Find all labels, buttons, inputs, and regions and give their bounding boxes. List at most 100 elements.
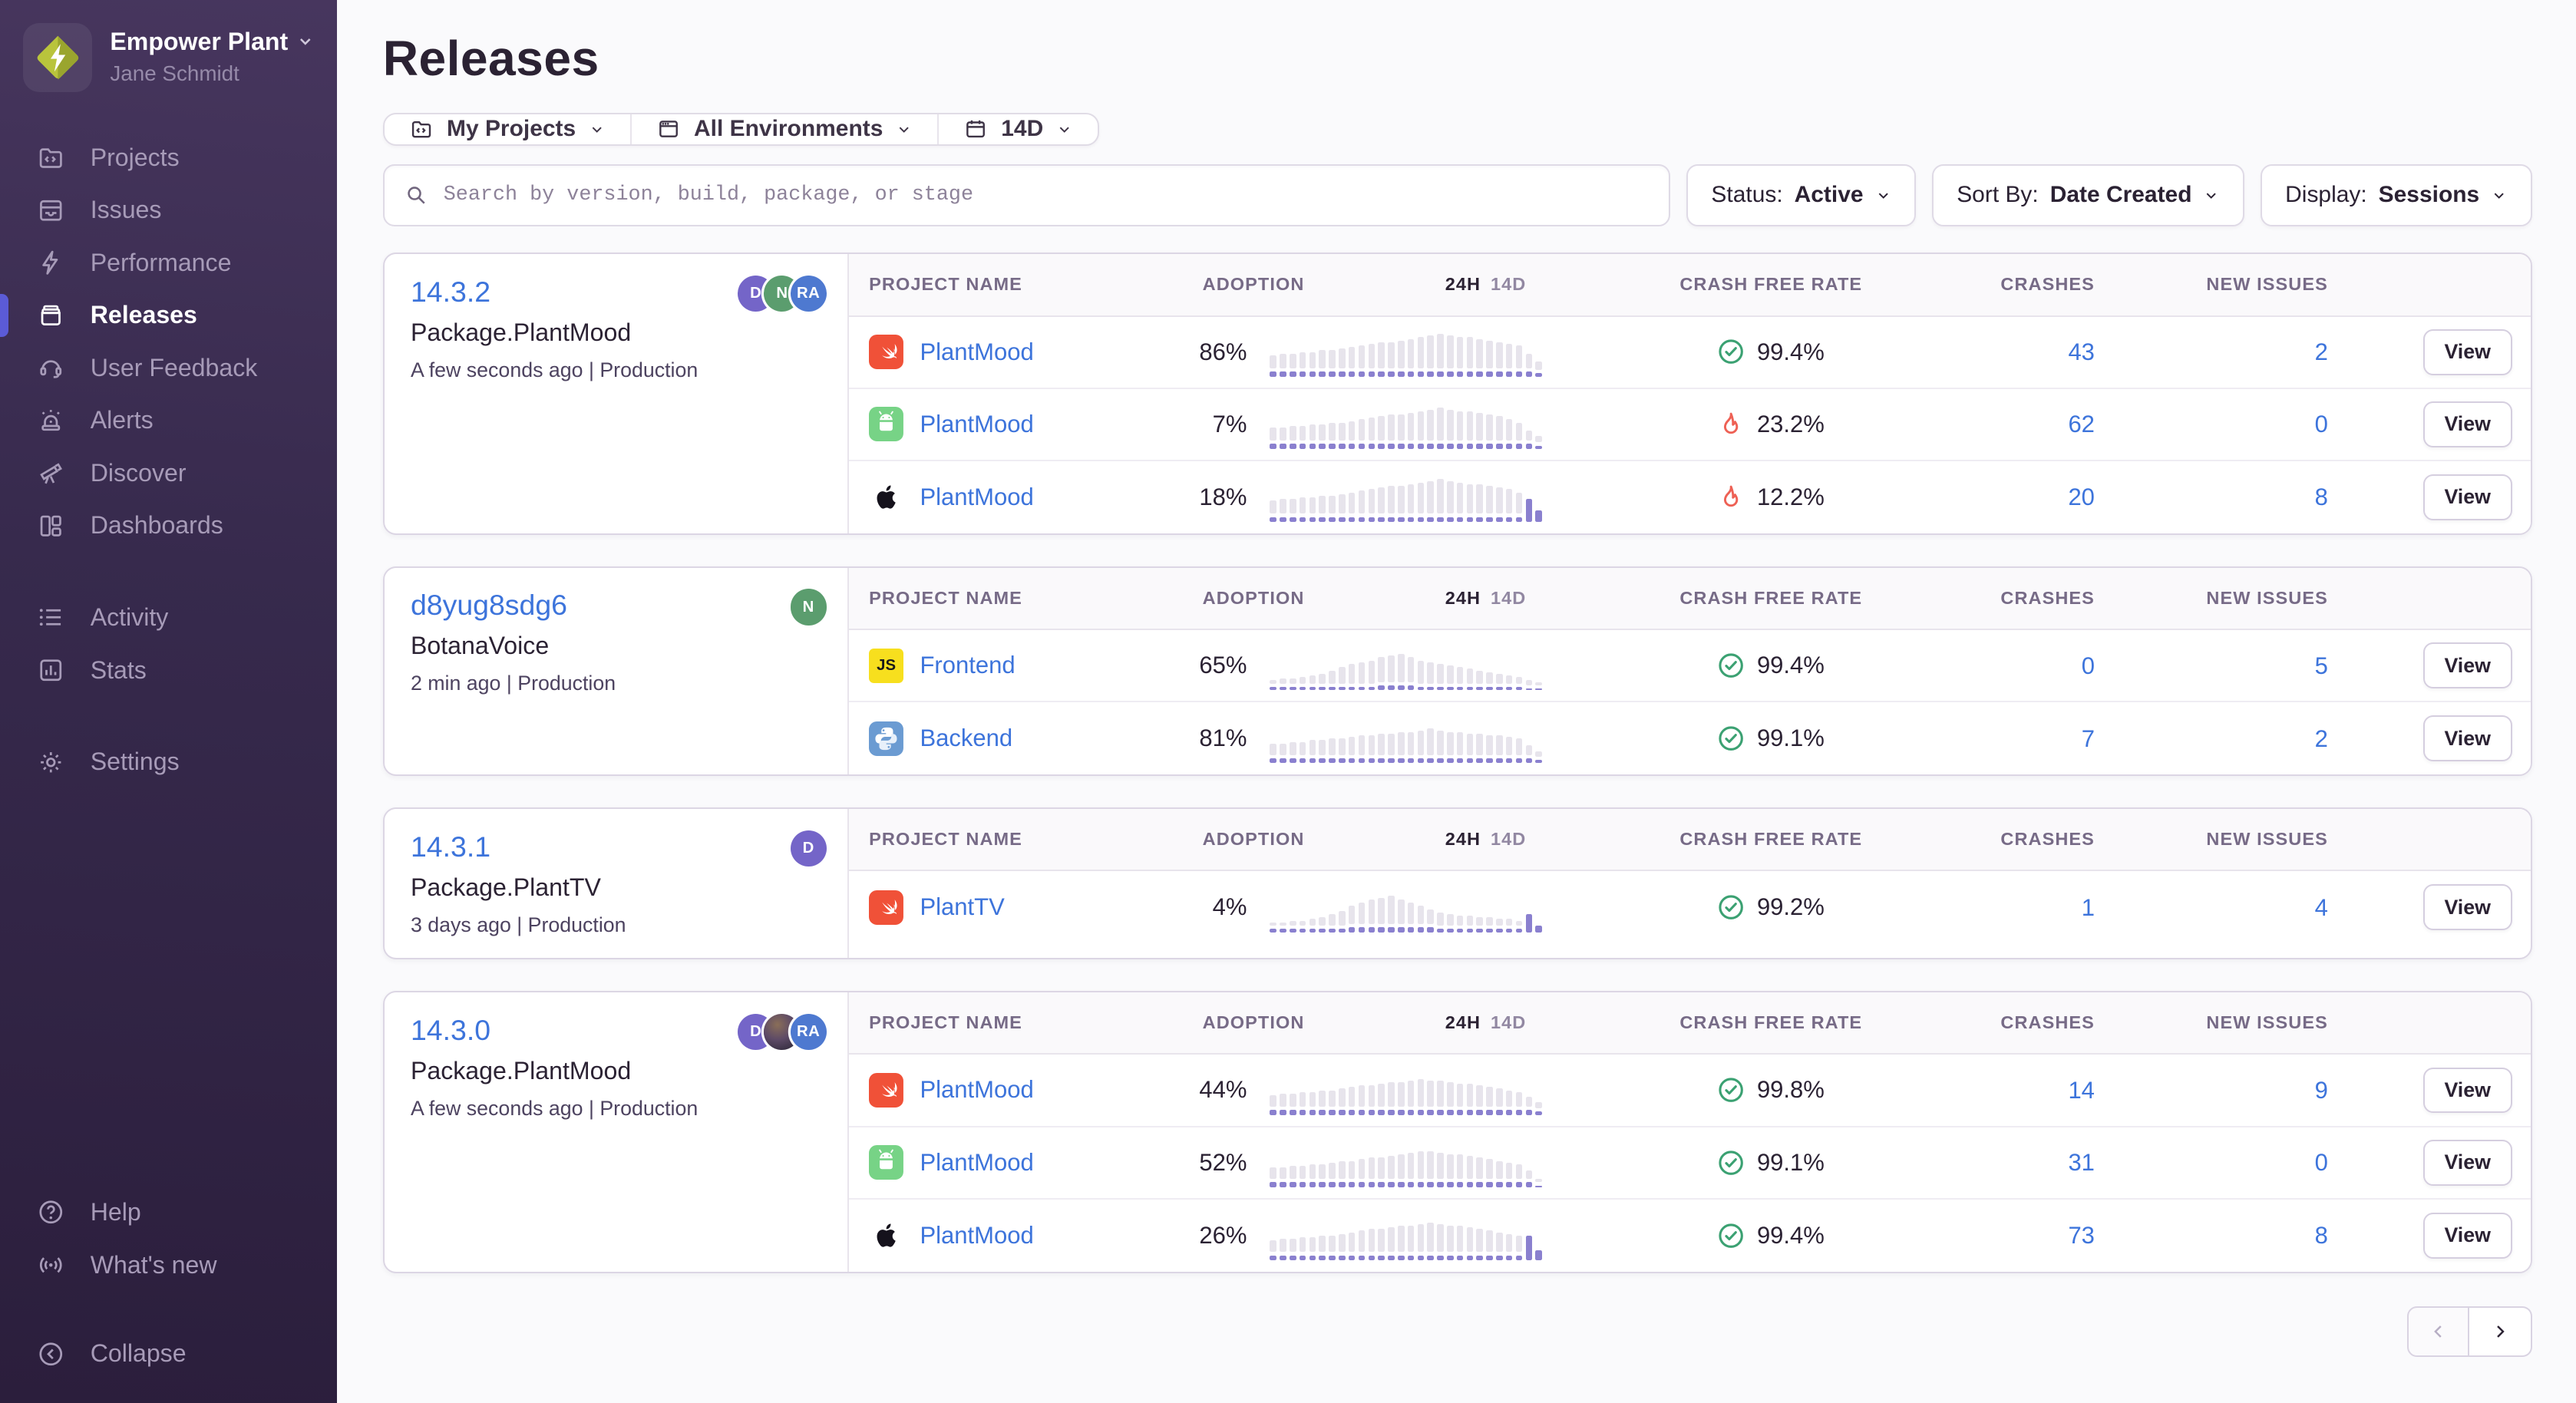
sidebar-item-projects[interactable]: Projects [0,131,337,183]
toggle-14d[interactable]: 14D [1490,274,1527,295]
release-version-link[interactable]: d8yug8sdg6 [410,589,567,622]
toggle-14d[interactable]: 14D [1490,829,1527,850]
new-issues-link[interactable]: 0 [2314,1149,2328,1177]
release-version-link[interactable]: 14.3.0 [410,1013,491,1046]
new-issues-link[interactable]: 9 [2314,1076,2328,1104]
view-button[interactable]: View [2422,884,2512,931]
crashes-link[interactable]: 7 [2081,725,2095,752]
sidebar-item-help[interactable]: Help [0,1187,337,1239]
sidebar-item-stats[interactable]: Stats [0,644,337,696]
release-card: 14.3.0 Package.PlantMood A few seconds ago… [382,991,2532,1273]
activity-icon [36,602,66,632]
toggle-24h[interactable]: 24H [1445,587,1481,608]
project-link[interactable]: PlantMood [920,1221,1034,1249]
crashes-link[interactable]: 31 [2068,1149,2095,1177]
view-button[interactable]: View [2422,715,2512,762]
previous-page-button[interactable] [2406,1306,2470,1358]
crashes-link[interactable]: 14 [2068,1076,2095,1104]
sidebar-item-releases[interactable]: Releases [0,289,337,342]
toggle-24h[interactable]: 24H [1445,829,1481,850]
release-project-table: PROJECT NAME ADOPTION 24H 14D CRASH FREE RAT… [849,992,2531,1272]
next-page-button[interactable] [2469,1306,2532,1358]
release-version-link[interactable]: 14.3.2 [410,275,491,308]
crashes-link[interactable]: 1 [2081,893,2095,921]
swift-icon [869,890,904,925]
col-adoption: ADOPTION [1202,274,1305,295]
col-new-issues: NEW ISSUES [2206,587,2328,608]
dashboards-icon [36,511,66,541]
environments-filter[interactable]: All Environments [632,114,939,145]
toggle-24h[interactable]: 24H [1445,1012,1481,1033]
sort-by-dropdown[interactable]: Sort By: Date Created [1932,163,2244,226]
sidebar-item-what-s-new[interactable]: What's new [0,1239,337,1291]
release-project-row: PlantMood 86% 99.4% 43 2 View [849,316,2531,389]
toggle-14d[interactable]: 14D [1490,1012,1527,1033]
view-button[interactable]: View [2422,642,2512,689]
sidebar-item-performance[interactable]: Performance [0,236,337,289]
projects-filter[interactable]: My Projects [385,114,632,145]
view-button[interactable]: View [2422,401,2512,447]
search-input[interactable] [443,183,1650,207]
stats-icon [36,655,66,685]
chevron-right-icon [2497,1325,2505,1338]
new-issues-link[interactable]: 0 [2314,411,2328,438]
col-adoption: ADOPTION [1202,1012,1305,1033]
view-button[interactable]: View [2422,474,2512,520]
view-button[interactable]: View [2422,1139,2512,1186]
toggle-24h[interactable]: 24H [1445,274,1481,295]
project-link[interactable]: PlantMood [920,1148,1034,1176]
display-dropdown[interactable]: Display: Sessions [2261,163,2532,226]
sidebar-item-dashboards[interactable]: Dashboards [0,500,337,552]
chevron-down-icon [2203,187,2219,203]
sidebar-nav-tertiary: Settings [0,736,337,788]
project-link[interactable]: PlantMood [920,410,1034,437]
view-button[interactable]: View [2422,1212,2512,1259]
project-link[interactable]: PlantTV [920,893,1005,921]
crashes-link[interactable]: 43 [2068,338,2095,366]
date-range-filter[interactable]: 14D [939,114,1098,144]
col-crash-free-rate: CRASH FREE RATE [1679,587,1863,608]
new-issues-link[interactable]: 2 [2314,725,2328,752]
new-issues-link[interactable]: 8 [2314,1222,2328,1249]
pagination [383,1306,2532,1358]
crashes-link[interactable]: 73 [2068,1222,2095,1249]
adoption-value: 18% [1199,483,1247,510]
sidebar-item-issues[interactable]: Issues [0,184,337,236]
new-issues-link[interactable]: 5 [2314,652,2328,679]
sidebar-item-activity[interactable]: Activity [0,591,337,643]
crash-free-rate: 12.2% [1599,484,1944,511]
sidebar-item-user-feedback[interactable]: User Feedback [0,342,337,394]
avatar-group: N [790,589,827,626]
release-package: Package.PlantTV [410,873,601,901]
user-feedback-icon [36,353,66,383]
adoption-value: 26% [1199,1221,1247,1249]
release-version-link[interactable]: 14.3.1 [410,830,491,863]
project-link[interactable]: PlantMood [920,1076,1034,1104]
view-button[interactable]: View [2422,328,2512,375]
col-crashes: CRASHES [2000,587,2095,608]
release-package: BotanaVoice [410,632,550,660]
project-link[interactable]: PlantMood [920,338,1034,365]
new-issues-link[interactable]: 4 [2314,893,2328,921]
new-issues-link[interactable]: 8 [2314,484,2328,511]
adoption-sparkline [1270,473,1598,523]
sidebar-item-settings[interactable]: Settings [0,736,337,788]
status-dropdown[interactable]: Status: Active [1686,163,1916,226]
crashes-link[interactable]: 20 [2068,484,2095,511]
release-project-row: Backend 81% 99.1% 7 2 View [849,702,2531,775]
org-switcher[interactable]: Empower Plant Jane Schmidt [0,20,337,105]
sidebar-item-discover[interactable]: Discover [0,447,337,499]
view-button[interactable]: View [2422,1067,2512,1114]
release-project-row: PlantMood 7% 23.2% 62 0 View [849,388,2531,461]
toggle-14d[interactable]: 14D [1490,587,1527,608]
project-link[interactable]: Frontend [920,652,1016,679]
crash-free-rate: 99.4% [1599,652,1944,679]
crashes-link[interactable]: 0 [2081,652,2095,679]
crashes-link[interactable]: 62 [2068,411,2095,438]
project-link[interactable]: PlantMood [920,483,1034,510]
sidebar-item-collapse[interactable]: Collapse [0,1328,337,1380]
sidebar-item-alerts[interactable]: Alerts [0,394,337,447]
project-link[interactable]: Backend [920,725,1013,752]
whats-new-icon [36,1250,66,1280]
new-issues-link[interactable]: 2 [2314,338,2328,366]
